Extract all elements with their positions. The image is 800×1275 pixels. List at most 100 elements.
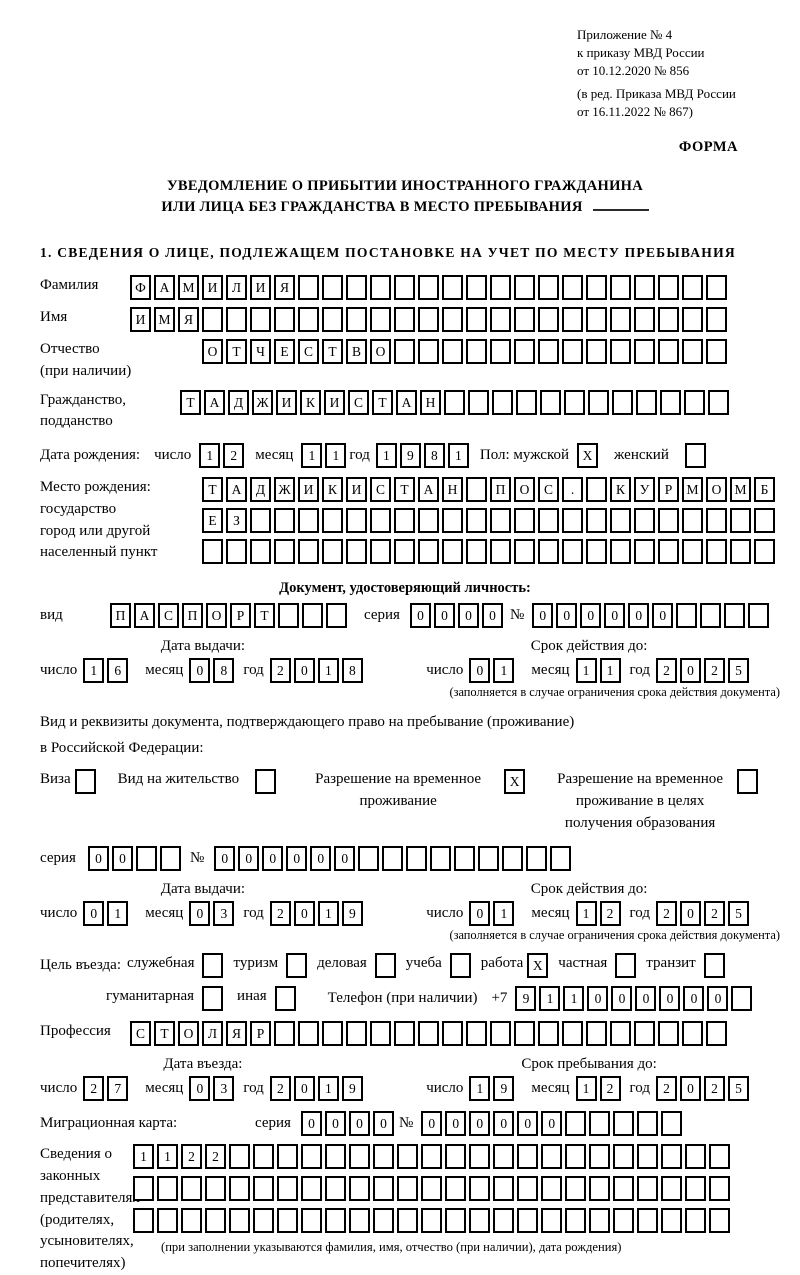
char-cell[interactable]	[274, 307, 295, 333]
char-cell[interactable]: 2	[181, 1144, 202, 1170]
char-cell[interactable]: 0	[421, 1111, 443, 1137]
char-cell[interactable]	[298, 508, 319, 534]
char-cell[interactable]: О	[178, 1021, 199, 1047]
char-cell[interactable]	[349, 1176, 370, 1202]
char-cell[interactable]	[514, 339, 535, 365]
char-cell[interactable]	[346, 539, 367, 565]
char-cell[interactable]	[298, 307, 319, 333]
char-cell[interactable]: 2	[83, 1076, 105, 1102]
char-cell[interactable]	[658, 275, 679, 301]
char-cell[interactable]: 1	[447, 443, 469, 469]
char-cell[interactable]	[373, 1176, 394, 1202]
char-cell[interactable]: 0	[334, 846, 356, 872]
char-cell[interactable]	[373, 1144, 394, 1170]
char-cell[interactable]: 2	[704, 901, 725, 927]
char-cell[interactable]	[565, 1144, 586, 1170]
char-cell[interactable]: Т	[180, 389, 201, 415]
humanitarian-checkbox[interactable]	[202, 986, 224, 1012]
char-cell[interactable]	[322, 275, 343, 301]
char-cell[interactable]	[700, 603, 722, 629]
char-cell[interactable]	[682, 1021, 703, 1047]
char-cell[interactable]	[469, 1144, 490, 1170]
char-cell[interactable]	[706, 539, 727, 565]
char-cell[interactable]	[685, 1144, 706, 1170]
char-cell[interactable]	[421, 1144, 442, 1170]
char-cell[interactable]	[346, 1021, 367, 1047]
char-cell[interactable]	[490, 1021, 511, 1047]
char-cell[interactable]	[724, 603, 746, 629]
char-cell[interactable]	[493, 1144, 514, 1170]
char-cell[interactable]	[490, 539, 511, 565]
char-cell[interactable]: 0	[445, 1111, 467, 1137]
char-cell[interactable]: 0	[372, 1111, 394, 1137]
char-cell[interactable]	[514, 1021, 535, 1047]
char-cell[interactable]	[229, 1144, 250, 1170]
char-cell[interactable]: 9	[399, 443, 421, 469]
char-cell[interactable]	[346, 275, 367, 301]
char-cell[interactable]	[322, 307, 343, 333]
char-cell[interactable]: Д	[250, 477, 271, 503]
char-cell[interactable]: А	[134, 603, 155, 629]
char-cell[interactable]: 9	[515, 986, 537, 1012]
char-cell[interactable]	[226, 539, 247, 565]
char-cell[interactable]	[589, 1176, 610, 1202]
study-checkbox[interactable]	[449, 953, 471, 979]
char-cell[interactable]	[661, 1176, 682, 1202]
char-cell[interactable]	[466, 477, 487, 503]
char-cell[interactable]	[445, 1176, 466, 1202]
legal-reps-row3-cells[interactable]	[133, 1208, 733, 1234]
char-cell[interactable]	[394, 339, 415, 365]
char-cell[interactable]	[634, 339, 655, 365]
private-checkbox[interactable]	[615, 953, 637, 979]
char-cell[interactable]	[370, 539, 391, 565]
char-cell[interactable]	[613, 1144, 634, 1170]
char-cell[interactable]	[418, 275, 439, 301]
char-cell[interactable]	[349, 1208, 370, 1234]
char-cell[interactable]	[514, 307, 535, 333]
char-cell[interactable]: 0	[683, 986, 705, 1012]
char-cell[interactable]	[205, 1176, 226, 1202]
char-cell[interactable]: Л	[226, 275, 247, 301]
char-cell[interactable]: А	[226, 477, 247, 503]
char-cell[interactable]	[325, 1144, 346, 1170]
char-cell[interactable]: 1	[599, 658, 621, 684]
char-cell[interactable]: 9	[341, 901, 363, 927]
char-cell[interactable]	[445, 1208, 466, 1234]
char-cell[interactable]: С	[348, 389, 369, 415]
char-cell[interactable]: 2	[599, 901, 621, 927]
char-cell[interactable]	[706, 508, 727, 534]
visa-checkbox[interactable]	[74, 769, 96, 795]
char-cell[interactable]	[349, 1144, 370, 1170]
char-cell[interactable]	[298, 1021, 319, 1047]
char-cell[interactable]	[706, 339, 727, 365]
char-cell[interactable]	[418, 539, 439, 565]
char-cell[interactable]: 2	[704, 1076, 725, 1102]
char-cell[interactable]: 1	[493, 658, 515, 684]
char-cell[interactable]	[430, 846, 452, 872]
char-cell[interactable]	[586, 307, 607, 333]
char-cell[interactable]	[490, 339, 511, 365]
char-cell[interactable]	[466, 508, 487, 534]
char-cell[interactable]	[226, 307, 247, 333]
char-cell[interactable]	[731, 986, 753, 1012]
birthplace-row3-cells[interactable]	[202, 539, 778, 565]
char-cell[interactable]: 2	[269, 658, 291, 684]
char-cell[interactable]	[586, 1021, 607, 1047]
char-cell[interactable]: 1	[199, 443, 221, 469]
char-cell[interactable]	[466, 275, 487, 301]
char-cell[interactable]: 0	[469, 658, 491, 684]
char-cell[interactable]	[517, 1176, 538, 1202]
char-cell[interactable]	[421, 1208, 442, 1234]
